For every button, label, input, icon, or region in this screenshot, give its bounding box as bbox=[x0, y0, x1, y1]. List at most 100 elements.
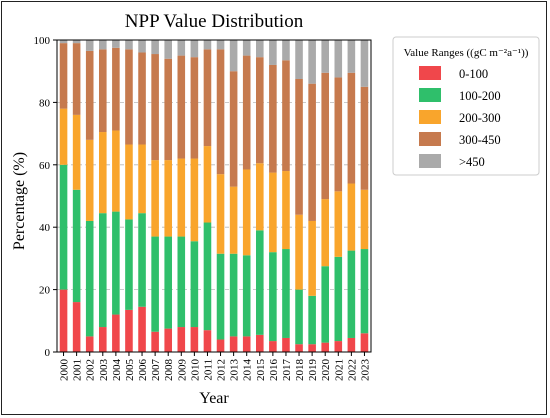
bar-segment bbox=[295, 40, 303, 79]
x-tick-label: 2019 bbox=[307, 359, 319, 382]
bar-segment bbox=[282, 40, 290, 61]
legend-swatch bbox=[419, 132, 441, 146]
bar-segment bbox=[164, 328, 173, 352]
bar-segment bbox=[216, 253, 225, 340]
x-axis-ticks: 2000 2001 2002 2003 2004 2005 2006 2007 2008 2009… bbox=[59, 352, 371, 382]
bar-segment bbox=[177, 327, 186, 352]
bar-segment bbox=[164, 40, 173, 59]
bars-group bbox=[59, 40, 369, 352]
bar-segment bbox=[269, 341, 277, 352]
bar-segment bbox=[229, 40, 238, 72]
x-tick-label: 2007 bbox=[150, 359, 162, 382]
bar-segment bbox=[190, 241, 199, 328]
bar-segment bbox=[125, 219, 133, 310]
bar-segment bbox=[334, 341, 343, 352]
bar-segment bbox=[308, 40, 316, 84]
bar-segment bbox=[255, 230, 264, 335]
bar-segment bbox=[229, 336, 238, 352]
x-tick-label: 2009 bbox=[176, 359, 188, 382]
bar-segment bbox=[295, 289, 303, 345]
bar-segment bbox=[59, 108, 68, 165]
x-tick-label: 2004 bbox=[111, 359, 123, 382]
legend-title: Value Ranges ((gC m⁻²a⁻¹)) bbox=[404, 47, 529, 59]
bar-segment bbox=[98, 49, 107, 133]
bar-segment bbox=[85, 139, 94, 221]
y-tick-label: 100 bbox=[34, 35, 51, 47]
bar-segment bbox=[229, 186, 238, 254]
bar-segment bbox=[269, 64, 277, 173]
bar-segment bbox=[164, 236, 173, 329]
bar-segment bbox=[229, 71, 238, 187]
bar-segment bbox=[321, 199, 330, 267]
bar-segment bbox=[360, 333, 369, 352]
bar-segment bbox=[334, 77, 343, 192]
bar-segment bbox=[242, 55, 251, 170]
legend-swatch bbox=[419, 110, 441, 124]
x-tick-label: 2022 bbox=[346, 359, 358, 381]
bar-segment bbox=[334, 256, 343, 342]
x-tick-label: 2005 bbox=[124, 359, 136, 382]
x-tick-label: 2012 bbox=[216, 359, 228, 381]
bar-segment bbox=[112, 47, 120, 131]
bar-segment bbox=[151, 236, 159, 332]
bar-segment bbox=[177, 55, 186, 159]
bar-segment bbox=[151, 331, 159, 352]
legend: Value Ranges ((gC m⁻²a⁻¹)) 0-100 100-200 2… bbox=[392, 36, 540, 176]
bar-segment bbox=[360, 249, 369, 334]
bar-segment bbox=[334, 40, 343, 78]
bar-segment bbox=[138, 213, 146, 307]
bar-segment bbox=[282, 249, 290, 338]
bar-segment bbox=[72, 189, 81, 303]
x-tick-label: 2002 bbox=[85, 359, 97, 381]
bar-segment bbox=[334, 191, 343, 257]
bar-segment bbox=[203, 40, 212, 50]
bar-segment bbox=[112, 130, 120, 212]
x-tick-label: 2003 bbox=[98, 359, 110, 382]
bar-segment bbox=[321, 72, 330, 200]
bar-segment bbox=[85, 40, 94, 51]
x-tick-label: 2020 bbox=[320, 359, 332, 382]
bar-segment bbox=[125, 144, 133, 220]
y-tick-label: 60 bbox=[39, 160, 51, 172]
bar-segment bbox=[72, 43, 81, 115]
legend-swatch bbox=[419, 154, 441, 168]
bar-segment bbox=[125, 49, 133, 145]
legend-label: 300-450 bbox=[459, 133, 501, 147]
x-tick-label: 2008 bbox=[163, 359, 175, 382]
chart-title: NPP Value Distribution bbox=[125, 11, 304, 32]
x-tick-label: 2006 bbox=[137, 359, 149, 382]
bar-segment bbox=[72, 40, 81, 44]
bar-segment bbox=[151, 160, 159, 237]
x-tick-label: 2000 bbox=[59, 359, 71, 382]
bar-segment bbox=[85, 336, 94, 352]
bar-segment bbox=[203, 330, 212, 352]
bar-segment bbox=[360, 40, 369, 87]
bar-segment bbox=[85, 220, 94, 337]
bar-segment bbox=[72, 114, 81, 190]
bar-segment bbox=[98, 40, 107, 50]
bar-segment bbox=[242, 336, 251, 352]
bar-segment bbox=[203, 49, 212, 147]
bar-segment bbox=[360, 189, 369, 250]
bar-segment bbox=[216, 49, 225, 175]
bar-segment bbox=[295, 79, 303, 215]
y-tick-label: 0 bbox=[45, 347, 51, 359]
bar-segment bbox=[321, 342, 330, 352]
bar-segment bbox=[138, 40, 146, 53]
bar-segment bbox=[59, 289, 68, 352]
bar-segment bbox=[138, 52, 146, 145]
x-tick-label: 2010 bbox=[189, 359, 201, 382]
bar-segment bbox=[203, 146, 212, 223]
bar-segment bbox=[269, 40, 277, 65]
bar-segment bbox=[308, 83, 316, 221]
bar-segment bbox=[242, 40, 251, 56]
bar-segment bbox=[269, 252, 277, 342]
bar-segment bbox=[85, 50, 94, 140]
bar-segment bbox=[321, 40, 330, 73]
x-tick-label: 2013 bbox=[229, 359, 241, 382]
bar-segment bbox=[125, 309, 133, 352]
x-tick-label: 2015 bbox=[255, 359, 267, 382]
bar-segment bbox=[164, 58, 173, 161]
bar-segment bbox=[177, 40, 186, 56]
